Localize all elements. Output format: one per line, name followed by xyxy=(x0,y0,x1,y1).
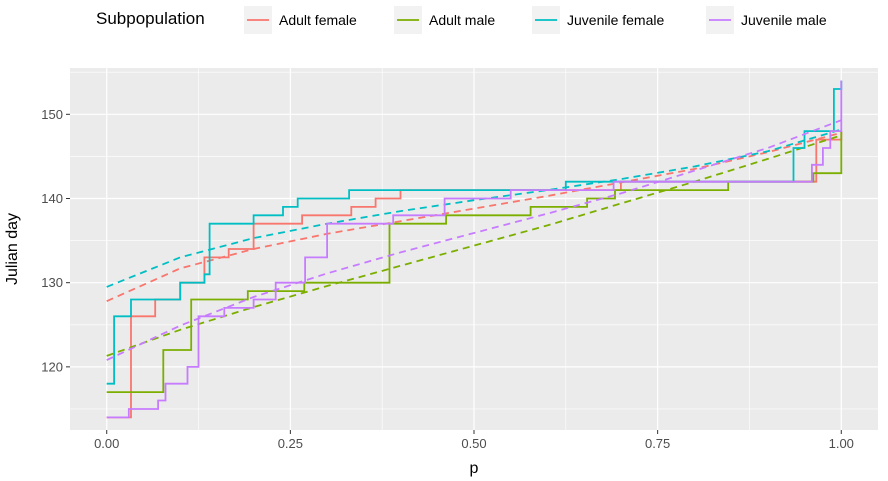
y-tick-label: 140 xyxy=(41,191,63,206)
y-tick-label: 120 xyxy=(41,359,63,374)
x-tick-label: 1.00 xyxy=(829,436,854,451)
legend-label-adult-male: Adult male xyxy=(429,12,495,28)
series-layer xyxy=(106,80,843,419)
x-axis-title: p xyxy=(470,460,479,477)
juvenile-male-fitted-line xyxy=(106,119,842,361)
legend-label-adult-female: Adult female xyxy=(279,12,357,28)
grid-major xyxy=(70,68,878,430)
legend: Subpopulation Adult female Adult male Juve… xyxy=(96,6,827,34)
legend-label-juvenile-female: Juvenile female xyxy=(567,12,664,28)
y-axis-title: Julian day xyxy=(4,213,21,285)
x-tick-label: 0.25 xyxy=(278,436,303,451)
juvenile-female-fitted-line xyxy=(106,128,842,288)
x-axis: 0.00 0.25 0.50 0.75 1.00 xyxy=(94,430,854,451)
juvenile-male-step-line xyxy=(106,80,843,419)
y-tick-label: 130 xyxy=(41,275,63,290)
x-tick-label: 0.50 xyxy=(461,436,486,451)
y-axis: 120 130 140 150 xyxy=(41,107,70,374)
legend-label-juvenile-male: Juvenile male xyxy=(741,12,827,28)
x-tick-label: 0.75 xyxy=(645,436,670,451)
legend-title: Subpopulation xyxy=(96,9,205,28)
x-tick-label: 0.00 xyxy=(94,436,119,451)
adult-male-fitted-line xyxy=(106,134,842,357)
juvenile-female-step-line xyxy=(106,80,843,385)
adult-female-fitted-line xyxy=(106,131,842,303)
y-tick-label: 150 xyxy=(41,107,63,122)
